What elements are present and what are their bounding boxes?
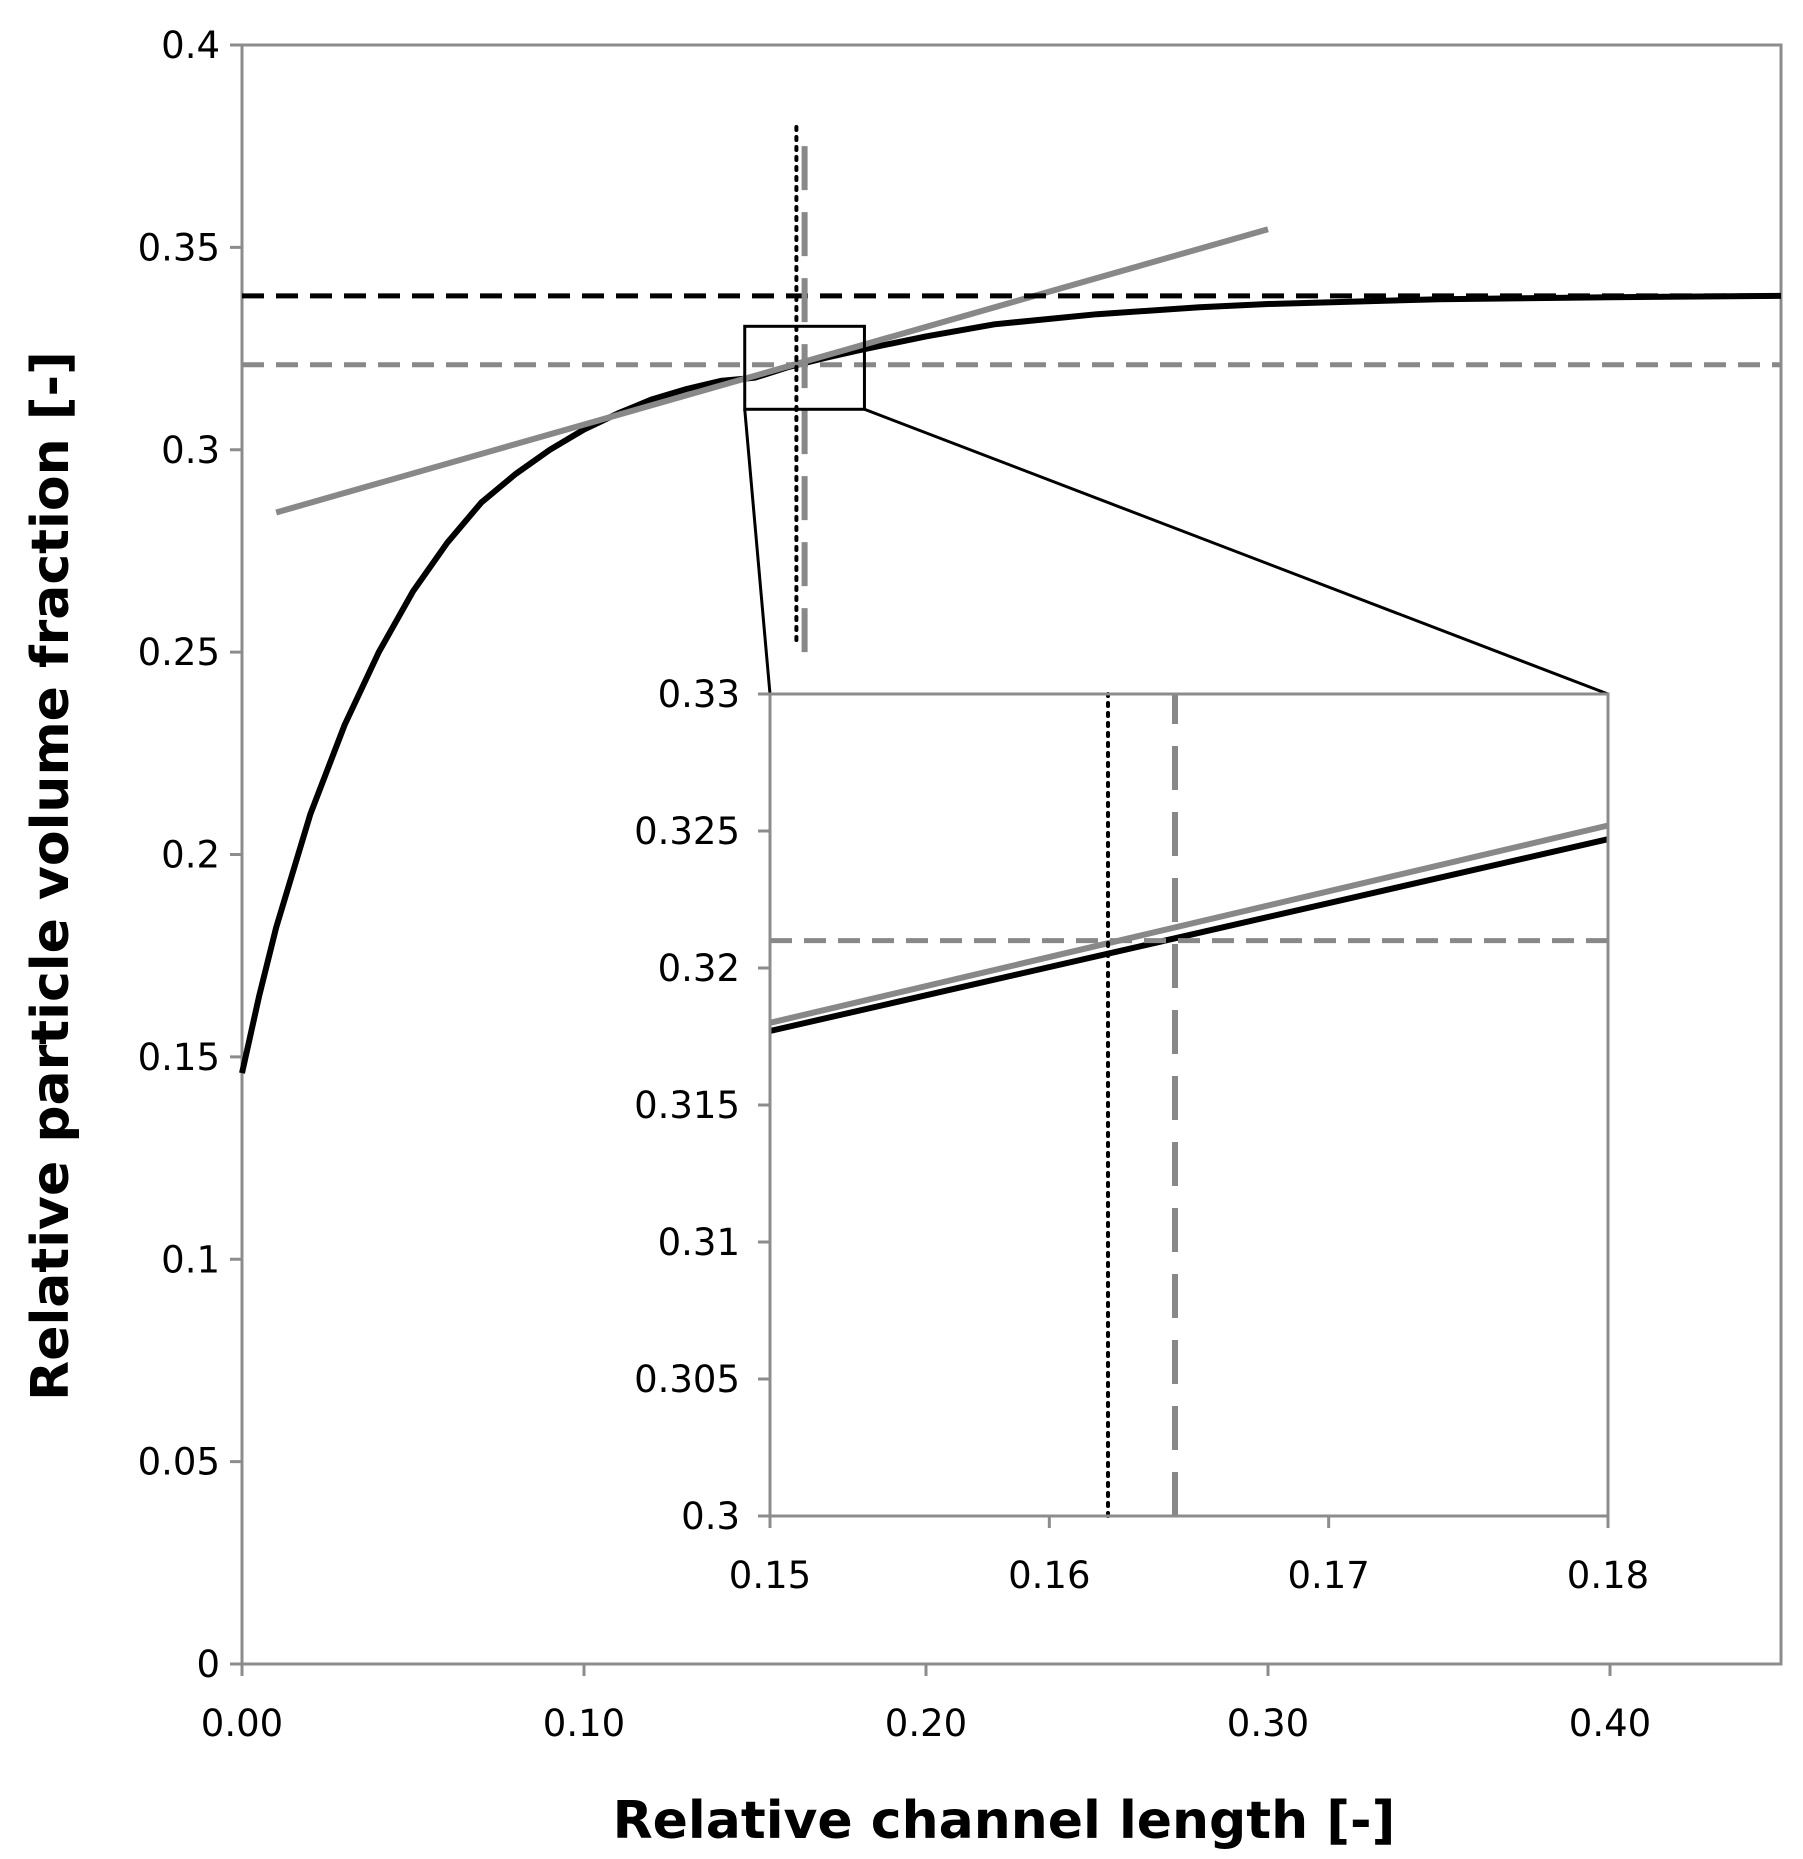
x-axis-title: Relative channel length [-] <box>613 1791 1396 1851</box>
inset-x-tick-label: 0.16 <box>1008 1554 1090 1597</box>
zoom-box <box>743 324 866 411</box>
inset-y-tick-label: 0.325 <box>634 810 740 853</box>
main-x-tick-label: 0.20 <box>885 1702 967 1745</box>
main-y-tick-label: 0 <box>196 1643 220 1686</box>
main-y-tick-label: 0.35 <box>138 226 220 269</box>
main-y-tick-label: 0.05 <box>138 1441 220 1484</box>
inset-background <box>770 694 1608 1516</box>
inset-y-tick-label: 0.3 <box>681 1495 740 1538</box>
main-series-group <box>239 124 1782 1074</box>
inset-series-group <box>769 692 1609 1518</box>
main-x-tick-label: 0.10 <box>543 1702 625 1745</box>
main-y-tick-label: 0.2 <box>161 834 220 877</box>
main-series-particle-volume-fraction-curve <box>239 292 1782 1074</box>
inset-x-tick-label: 0.17 <box>1287 1554 1369 1597</box>
inset-y-tick-label: 0.31 <box>658 1221 740 1264</box>
inset-y-tick-label: 0.33 <box>658 673 740 716</box>
inset-y-tick-label: 0.315 <box>634 1084 740 1127</box>
inset-y-axis: 0.3 0.305 0.31 0.315 0.32 0.325 0.33 <box>634 673 770 1538</box>
main-y-tick-label: 0.4 <box>161 24 220 67</box>
main-y-axis: 0 0.05 0.1 0.15 0.2 0.25 0.3 0.35 0.4 <box>138 24 242 1686</box>
main-x-tick-label: 0.30 <box>1227 1702 1309 1745</box>
zoom-connector-left <box>743 409 772 695</box>
inset-series-particle-volume-fraction-curve <box>769 836 1609 1034</box>
main-x-tick-label: 0.40 <box>1569 1702 1651 1745</box>
main-y-tick-label: 0.3 <box>161 429 220 472</box>
main-x-axis: 0.00 0.10 0.20 0.30 0.40 <box>201 1664 1651 1745</box>
inset-y-tick-label: 0.32 <box>658 947 740 990</box>
inset-x-tick-label: 0.18 <box>1567 1554 1649 1597</box>
main-y-tick-label: 0.15 <box>138 1036 220 1079</box>
inset-x-tick-label: 0.15 <box>729 1554 811 1597</box>
inset-series-tangent-line <box>769 822 1609 1026</box>
inset-y-tick-label: 0.305 <box>634 1358 740 1401</box>
zoom-connector-right <box>863 407 1609 696</box>
main-x-tick-label: 0.00 <box>201 1702 283 1745</box>
main-series-tangent-line <box>275 226 1269 516</box>
y-axis-title: Relative particle volume fraction [-] <box>21 351 81 1401</box>
main-y-tick-label: 0.25 <box>138 631 220 674</box>
main-plot: 00.050.10.150.20.250.30.350.4 0.00 0.10 0.… <box>138 24 1783 1745</box>
main-y-tick-label: 0.1 <box>161 1238 220 1281</box>
inset-x-axis: 0.15 0.16 0.17 0.18 <box>729 1516 1649 1597</box>
